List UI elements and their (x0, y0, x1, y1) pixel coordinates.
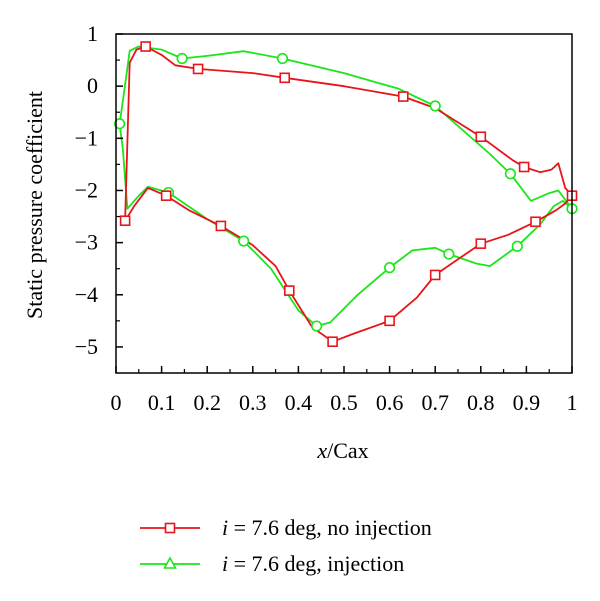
legend-label-1: i = 7.6 deg, injection (222, 551, 404, 576)
x-tick-label: 0.2 (193, 390, 221, 415)
series-0-marker (327, 336, 338, 348)
series-1-marker (443, 248, 455, 260)
y-tick-label: −2 (75, 177, 98, 202)
x-tick-label: 0.5 (330, 390, 358, 415)
legend-marker-1 (163, 556, 177, 569)
series-0-marker (279, 72, 291, 84)
x-tick-label: 0.4 (285, 390, 313, 415)
legend-label-italic: i (222, 551, 228, 576)
x-tick-label: 0.8 (467, 390, 495, 415)
series-0-marker (140, 41, 151, 52)
legend-label-rest: = 7.6 deg, no injection (228, 515, 432, 540)
x-tick-label: 0.3 (239, 390, 267, 415)
x-tick-label: 1 (567, 390, 578, 415)
plot-lines (118, 45, 573, 343)
legend-label-rest: = 7.6 deg, injection (228, 551, 404, 576)
y-tick-label: 0 (87, 73, 98, 98)
legend-marker-0 (164, 522, 176, 534)
series-0-marker (160, 190, 172, 201)
series-0-marker (283, 285, 295, 296)
x-tick-label: 0.1 (148, 390, 176, 415)
series-0-marker (384, 315, 395, 327)
legend-label-italic: i (222, 515, 228, 540)
series-1-marker (511, 240, 523, 252)
series-0-marker (518, 161, 530, 173)
series-line-1 (118, 45, 573, 328)
x-axis-title-italic: x (316, 438, 327, 463)
series-0-marker (119, 215, 131, 227)
series-0-marker (397, 91, 409, 102)
x-axis-title: x/Cax (316, 438, 368, 463)
y-tick-label: −3 (75, 230, 98, 255)
axes (115, 33, 573, 374)
series-0-marker (429, 269, 441, 281)
y-tick-label: −5 (75, 334, 98, 359)
series-1-marker (429, 100, 441, 112)
x-tick-label: 0.9 (513, 390, 541, 415)
x-tick-label: 0.7 (421, 390, 449, 415)
series-0-marker (192, 63, 204, 75)
series-0-marker (530, 216, 541, 228)
series-0-marker (475, 238, 487, 249)
legend-label-0: i = 7.6 deg, no injection (222, 515, 432, 540)
plot-markers (114, 41, 578, 348)
x-tick-label: 0.6 (376, 390, 404, 415)
y-tick-label: −1 (75, 125, 98, 150)
series-1-marker (504, 168, 517, 180)
series-1-marker (276, 52, 289, 65)
series-1-marker (311, 320, 323, 332)
series-0-marker (475, 131, 487, 143)
y-tick-labels: 1 0 −1 −2 −3 −4 −5 (75, 21, 98, 359)
y-tick-label: −4 (75, 282, 98, 307)
series-1-marker (176, 52, 188, 65)
series-0-marker (215, 220, 227, 232)
x-axis-title-rest: /Cax (327, 438, 369, 463)
series-1-marker (114, 118, 126, 130)
x-tick-labels: 0 0.1 0.2 0.3 0.4 0.5 0.6 0.7 0.8 0.9 1 (111, 390, 578, 415)
x-tick-label: 0 (111, 390, 122, 415)
series-1-marker (238, 235, 250, 247)
series-line-0 (124, 45, 573, 343)
y-axis-title: Static pressure coefficient (22, 91, 47, 319)
series-1-marker (384, 262, 396, 274)
y-tick-label: 1 (87, 21, 98, 46)
